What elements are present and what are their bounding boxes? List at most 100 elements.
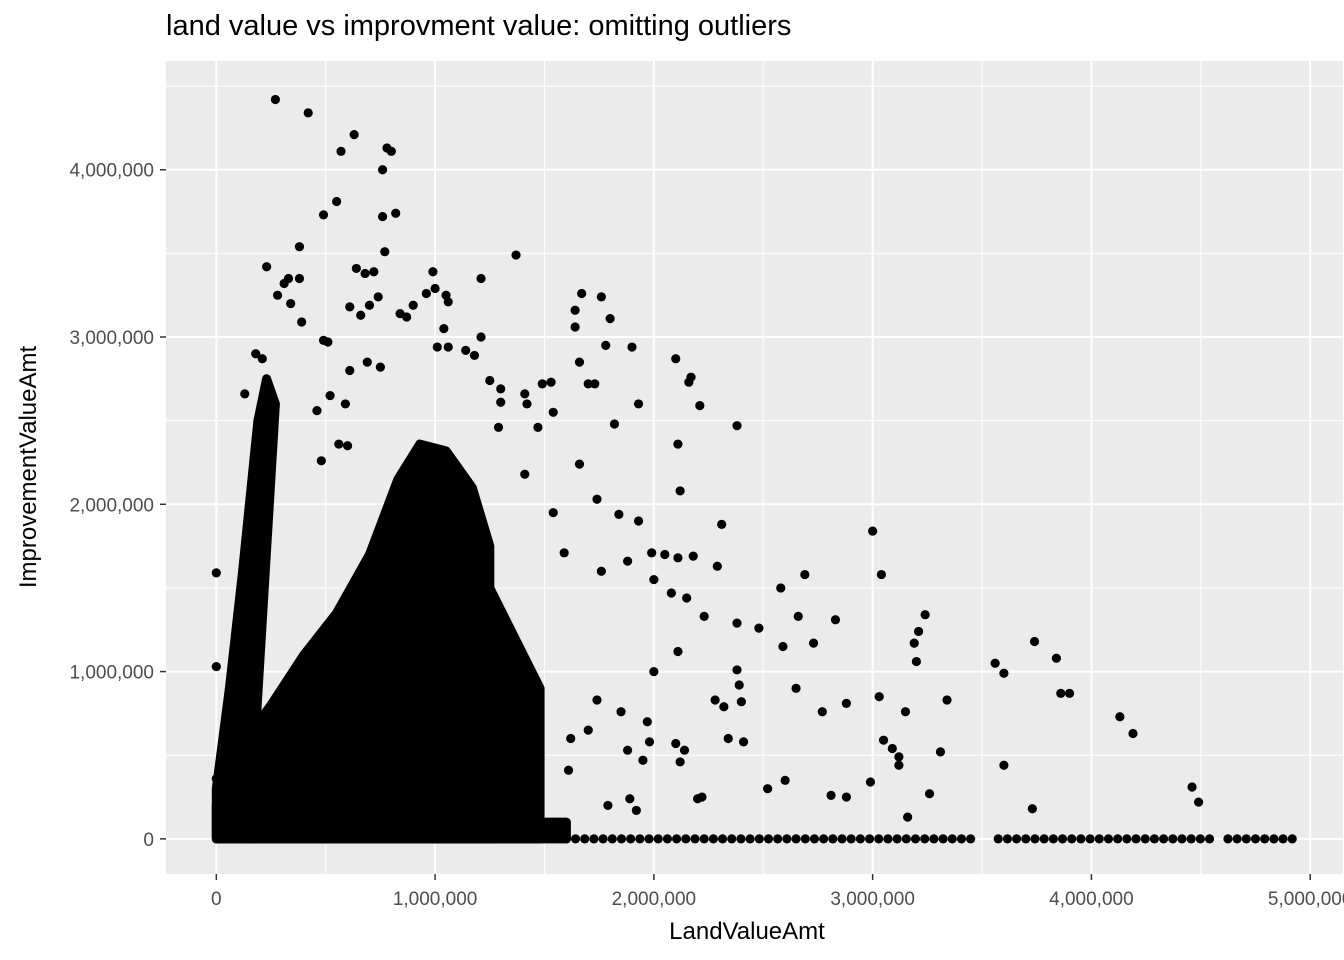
y-tick-label: 4,000,000 [69, 161, 154, 182]
data-point [649, 574, 659, 585]
data-point [1186, 834, 1196, 844]
data-point [956, 834, 967, 844]
data-point [734, 680, 744, 690]
data-point [533, 422, 543, 432]
data-point [1057, 834, 1068, 844]
data-point [712, 561, 722, 571]
data-point [1177, 834, 1187, 844]
data-point [520, 469, 530, 479]
data-point [1113, 834, 1123, 844]
data-point [763, 784, 773, 794]
data-point [693, 794, 703, 804]
data-point [673, 553, 683, 563]
y-tick-label: 3,000,000 [69, 328, 154, 349]
data-point [830, 615, 841, 625]
data-point [272, 290, 283, 300]
data-point [596, 292, 606, 302]
data-point [662, 834, 673, 844]
data-point [828, 834, 838, 844]
data-point [428, 267, 438, 277]
data-point [362, 357, 372, 367]
data-point [561, 834, 571, 844]
data-point [679, 745, 690, 755]
data-point [1269, 834, 1279, 844]
data-point [520, 389, 530, 399]
data-point [1027, 804, 1037, 814]
data-point [800, 834, 810, 844]
x-tick-label: 3,000,000 [830, 889, 915, 910]
data-point [865, 777, 876, 787]
data-point [736, 834, 746, 844]
data-point [892, 834, 902, 844]
data-point [773, 834, 783, 844]
point-cloud-region [430, 583, 545, 844]
data-point [935, 747, 946, 757]
x-axis-title: LandValueAmt [669, 918, 825, 945]
data-point [1056, 688, 1066, 698]
data-point [318, 210, 329, 220]
data-point [684, 377, 694, 387]
data-point [911, 656, 921, 667]
data-point [626, 834, 636, 844]
data-point [920, 610, 930, 620]
data-point [913, 626, 924, 637]
data-point [1250, 834, 1261, 844]
data-point [1002, 834, 1013, 844]
data-point [1085, 834, 1095, 844]
data-point [336, 146, 346, 156]
data-point [349, 130, 359, 140]
data-point [211, 568, 221, 578]
data-point [1194, 797, 1204, 807]
data-point [432, 342, 442, 352]
data-point [469, 350, 480, 361]
data-point [286, 298, 296, 309]
data-point [566, 733, 576, 744]
data-point [841, 698, 851, 708]
data-point [211, 800, 221, 811]
data-point [496, 384, 506, 394]
data-point [364, 300, 375, 310]
data-point [719, 702, 729, 712]
data-point [623, 556, 633, 566]
data-point [727, 834, 737, 844]
data-point [1128, 728, 1138, 739]
data-point [421, 288, 431, 299]
data-point [577, 288, 587, 299]
data-point [240, 389, 250, 399]
data-point [649, 666, 659, 677]
data-point [627, 342, 637, 352]
data-point [695, 401, 705, 411]
x-tick-label: 0 [211, 889, 222, 910]
data-point [316, 456, 326, 466]
data-point [736, 697, 746, 707]
data-point [303, 108, 313, 118]
data-point [1064, 688, 1075, 698]
data-point [947, 834, 957, 844]
data-point [598, 834, 608, 844]
data-point [647, 548, 657, 558]
data-point [334, 439, 344, 449]
data-point [1168, 834, 1178, 844]
data-point [938, 834, 948, 844]
data-point [1122, 834, 1132, 844]
data-point [262, 262, 272, 272]
data-point [633, 516, 644, 526]
data-point [1159, 834, 1169, 844]
data-point [675, 486, 685, 496]
data-point [909, 638, 919, 648]
data-point [754, 834, 764, 844]
data-point [673, 646, 683, 657]
data-point [211, 661, 221, 672]
data-point [548, 407, 558, 417]
data-point [563, 765, 574, 775]
data-point [672, 834, 682, 844]
data-point [589, 834, 599, 844]
data-point [616, 834, 627, 844]
data-point [1131, 834, 1141, 844]
data-point [717, 834, 728, 844]
data-point [476, 332, 486, 342]
data-point [493, 422, 504, 432]
data-point [623, 745, 633, 755]
data-point [920, 834, 930, 844]
data-point [993, 834, 1003, 844]
